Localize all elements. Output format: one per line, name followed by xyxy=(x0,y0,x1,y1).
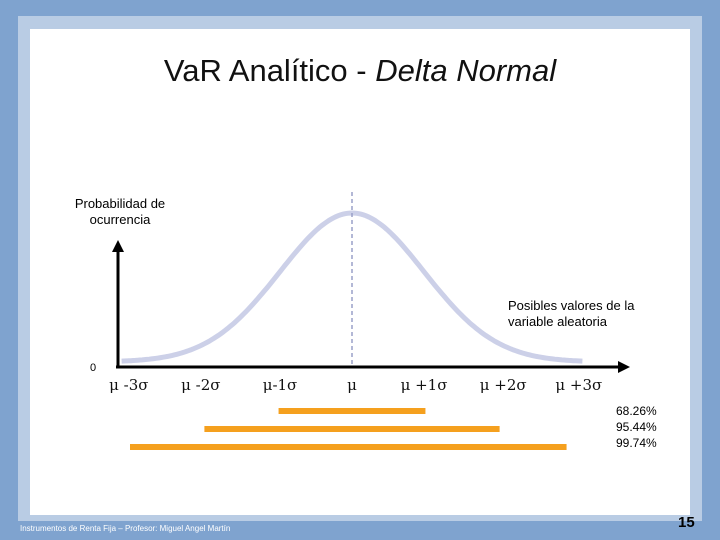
x-tick-label: μ-1σ xyxy=(262,376,298,394)
x-axis-arrow xyxy=(618,361,630,373)
y-axis-arrow xyxy=(112,240,124,252)
slide-title: VaR Analítico - Delta Normal xyxy=(163,53,557,88)
footer-text: Instrumentos de Renta Fija – Profesor: M… xyxy=(20,524,231,533)
interval-percentage-label: 95.44% xyxy=(616,420,657,434)
interval-percentage-label: 99.74% xyxy=(616,436,657,450)
interval-bar xyxy=(204,426,500,432)
x-tick-label: μ +3σ xyxy=(555,376,603,394)
x-tick-label: μ xyxy=(347,376,357,394)
interval-bar xyxy=(278,408,426,414)
origin-label: 0 xyxy=(90,362,97,374)
x-tick-label: μ -3σ xyxy=(109,376,149,394)
x-tick-label: μ -2σ xyxy=(181,376,221,394)
slide-canvas xyxy=(30,29,690,515)
page-number: 15 xyxy=(678,514,695,531)
y-axis-label: Probabilidad de ocurrencia xyxy=(74,196,166,227)
x-axis-label: Posibles valores de la variable aleatori… xyxy=(508,298,635,329)
interval-percentage-label: 68.26% xyxy=(616,404,657,418)
x-tick-label: μ +2σ xyxy=(479,376,527,394)
interval-bar xyxy=(130,444,567,450)
x-tick-label: μ +1σ xyxy=(400,376,448,394)
